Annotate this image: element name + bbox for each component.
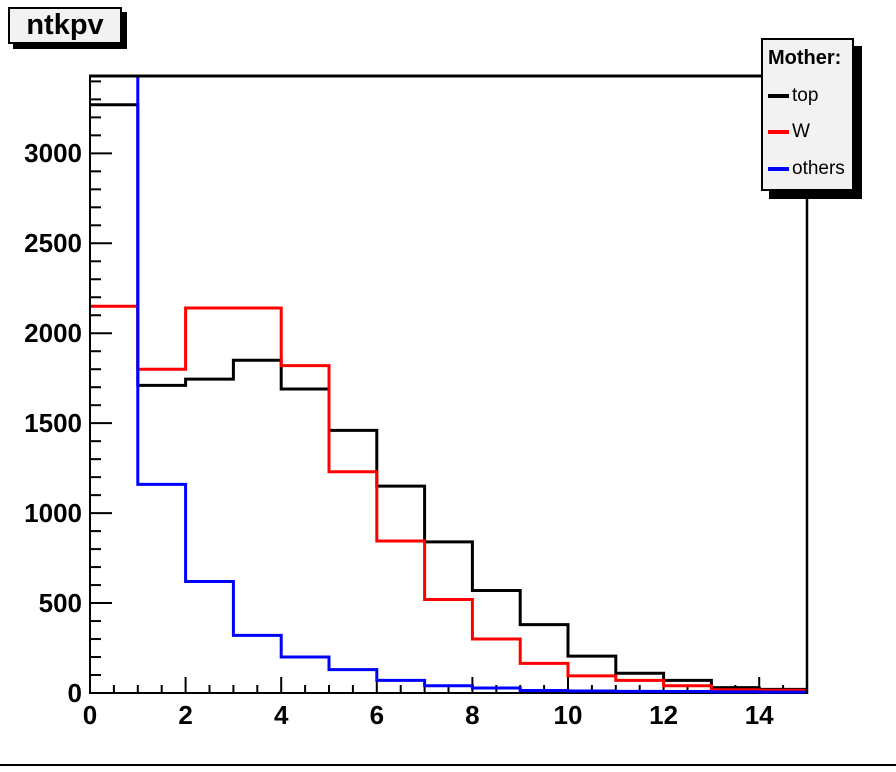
legend-entry-label: W [792,121,810,143]
x-axis-tick-label: 12 [649,700,679,730]
y-axis-tick-label: 0 [67,678,82,708]
legend-entry: W [768,121,848,143]
legend-marker-others-icon [768,166,789,171]
bottom-separator [0,764,896,766]
x-axis-tick-label: 4 [273,700,289,730]
title-text: ntkpv [26,9,104,41]
y-axis-tick-label: 2500 [24,228,82,259]
legend-entry-label: others [792,157,845,179]
y-axis-tick-label: 3000 [24,138,82,169]
legend-marker-top-icon [768,93,789,98]
legend-marker-W-icon [768,130,789,135]
x-axis-tick-label: 6 [369,700,385,730]
legend-entry: top [768,85,848,107]
title-box: ntkpv [8,7,122,44]
x-axis-tick-label: 2 [178,700,193,730]
x-axis-tick-label: 8 [465,700,480,730]
legend-entry-label: top [792,84,819,106]
y-axis-tick-label: 1000 [24,498,82,529]
legend-header: Mother: [768,47,842,69]
y-axis-tick-label: 1500 [24,408,82,439]
x-axis-tick-label: 0 [82,700,98,730]
y-axis-tick-label: 2000 [24,318,82,349]
x-axis-tick-label: 10 [553,700,583,730]
legend-entry: others [768,158,848,180]
x-axis-tick-label: 14 [744,700,774,730]
y-axis-tick-label: 500 [38,588,82,619]
